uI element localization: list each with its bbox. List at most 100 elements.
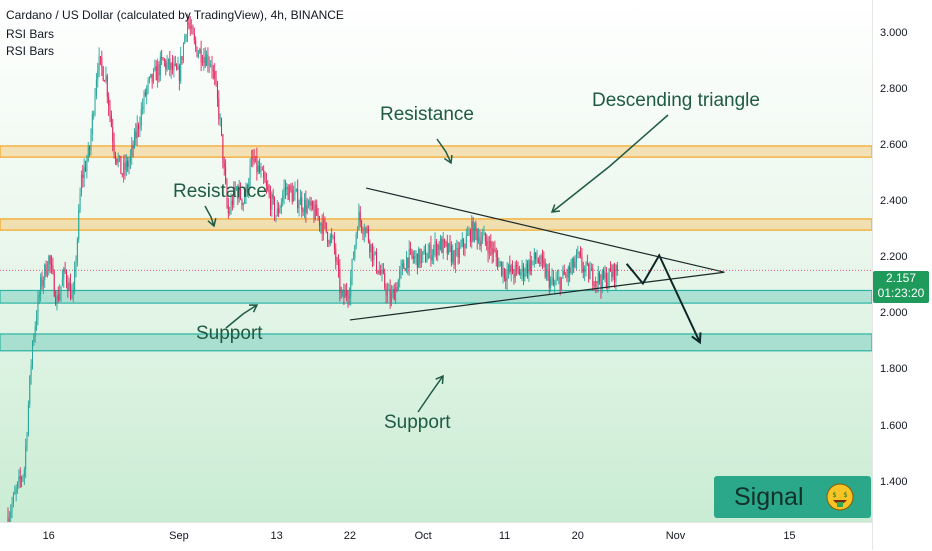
annotation-descending-triangle: Descending triangle xyxy=(592,90,760,111)
candle-404 xyxy=(555,271,557,286)
candle-328 xyxy=(452,244,454,265)
candle-114 xyxy=(161,49,163,66)
candle-434 xyxy=(596,280,598,293)
candle-99 xyxy=(140,102,142,131)
candle-158 xyxy=(221,117,223,137)
candle-305 xyxy=(420,248,422,268)
candle-213 xyxy=(295,188,297,193)
candle-124 xyxy=(174,55,176,67)
candle-36 xyxy=(55,290,57,306)
candle-416 xyxy=(571,257,573,275)
candle-355 xyxy=(488,235,490,260)
candle-195 xyxy=(271,191,273,217)
candle-406 xyxy=(558,269,560,285)
candle-372 xyxy=(512,260,514,275)
candle-357 xyxy=(491,241,493,264)
zone-3[interactable] xyxy=(0,289,872,304)
candle-219 xyxy=(303,193,305,219)
candle-108 xyxy=(153,67,155,84)
indicator-label-1[interactable]: RSI Bars xyxy=(6,27,55,41)
candle-440 xyxy=(604,265,606,283)
candle-412 xyxy=(566,268,568,283)
candle-190 xyxy=(264,171,266,183)
candle-199 xyxy=(276,200,278,217)
candle-449 xyxy=(616,261,618,276)
zone-1[interactable] xyxy=(0,145,872,158)
candle-370 xyxy=(509,255,511,275)
candle-148 xyxy=(207,47,209,73)
candle-117 xyxy=(165,58,167,76)
candle-90 xyxy=(128,156,130,175)
candle-152 xyxy=(212,65,214,80)
candle-121 xyxy=(170,62,172,79)
candle-229 xyxy=(317,207,319,221)
candle-105 xyxy=(148,75,150,84)
candle-32 xyxy=(49,254,51,273)
candle-352 xyxy=(484,232,486,246)
annotation-resistance-lower: Resistance xyxy=(173,181,267,202)
candle-239 xyxy=(331,228,333,244)
candle-119 xyxy=(167,58,169,70)
candle-293 xyxy=(404,267,406,272)
candle-188 xyxy=(261,166,263,171)
candle-420 xyxy=(577,245,579,259)
candle-301 xyxy=(415,250,417,265)
signal-label: Signal xyxy=(734,483,804,511)
candle-206 xyxy=(286,182,288,196)
candle-362 xyxy=(498,257,500,268)
candle-253 xyxy=(350,269,352,306)
candle-225 xyxy=(312,200,314,211)
candle-171 xyxy=(238,180,240,203)
candle-311 xyxy=(429,242,431,259)
candle-118 xyxy=(166,55,168,72)
candle-266 xyxy=(367,225,369,244)
candle-193 xyxy=(268,184,270,199)
candle-102 xyxy=(144,88,146,98)
time-axis[interactable] xyxy=(0,522,872,551)
candle-139 xyxy=(195,36,197,53)
candle-367 xyxy=(505,268,507,290)
time-tick-5: Oct xyxy=(414,530,432,542)
candle-207 xyxy=(287,184,289,201)
candle-359 xyxy=(494,240,496,253)
candle-174 xyxy=(242,202,244,212)
candle-187 xyxy=(260,162,262,178)
candle-180 xyxy=(250,149,252,168)
candle-185 xyxy=(257,160,259,175)
candle-242 xyxy=(335,243,337,270)
indicator-label-2[interactable]: RSI Bars xyxy=(6,44,55,58)
zone-4[interactable] xyxy=(0,333,872,352)
trendline-1[interactable] xyxy=(366,187,725,273)
candle-422 xyxy=(580,246,582,259)
candle-160 xyxy=(223,156,225,176)
candle-374 xyxy=(514,261,516,283)
candle-427 xyxy=(586,254,588,266)
projection-path[interactable] xyxy=(625,253,701,343)
candle-183 xyxy=(255,155,257,163)
candle-277 xyxy=(382,263,384,275)
candle-97 xyxy=(138,122,140,138)
price-tick-8: 1.600 xyxy=(880,419,908,432)
zone-2[interactable] xyxy=(0,218,872,231)
candle-60 xyxy=(87,142,89,163)
candle-101 xyxy=(143,90,145,114)
candle-323 xyxy=(445,240,447,247)
candle-272 xyxy=(376,248,378,274)
candle-6 xyxy=(14,485,16,495)
candle-10 xyxy=(19,467,21,488)
price-chart[interactable] xyxy=(0,0,872,522)
candle-12 xyxy=(22,474,24,482)
candle-59 xyxy=(86,154,88,179)
candle-62 xyxy=(90,128,92,156)
candle-184 xyxy=(256,147,258,181)
svg-text:$: $ xyxy=(843,491,847,499)
candle-354 xyxy=(487,236,489,263)
candle-146 xyxy=(204,47,206,68)
candle-131 xyxy=(184,33,186,45)
candle-385 xyxy=(529,251,531,276)
candle-297 xyxy=(410,241,412,255)
candle-334 xyxy=(460,239,462,249)
candle-411 xyxy=(565,271,567,279)
trendline-2[interactable] xyxy=(349,271,725,321)
candle-407 xyxy=(559,276,561,296)
